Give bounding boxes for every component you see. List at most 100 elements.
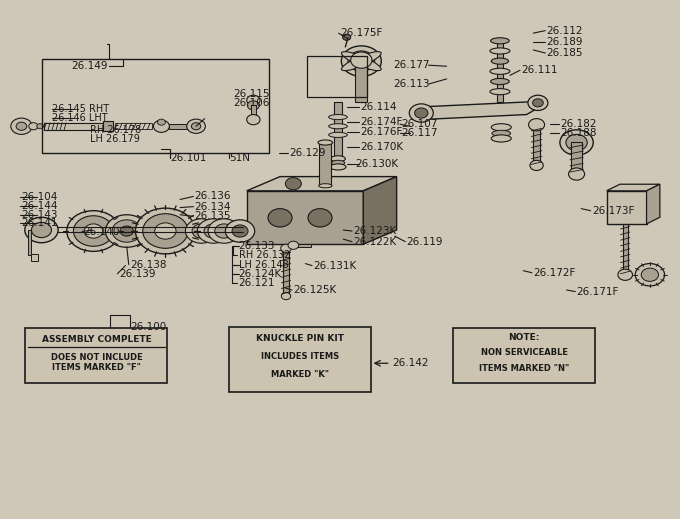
Bar xyxy=(454,327,595,383)
Text: 51N: 51N xyxy=(228,153,250,163)
Text: LH 26.148: LH 26.148 xyxy=(239,260,288,269)
Circle shape xyxy=(351,52,372,69)
Text: 26.104: 26.104 xyxy=(22,193,58,202)
Circle shape xyxy=(343,34,351,40)
Circle shape xyxy=(568,168,585,180)
Text: 26.129: 26.129 xyxy=(290,148,326,158)
Text: 26.175F: 26.175F xyxy=(340,28,382,38)
Bar xyxy=(307,56,367,97)
Circle shape xyxy=(409,104,433,122)
Ellipse shape xyxy=(330,156,345,162)
Circle shape xyxy=(635,264,664,286)
Text: 26.139: 26.139 xyxy=(119,269,155,279)
Text: 26.170K: 26.170K xyxy=(360,142,403,152)
Circle shape xyxy=(618,269,632,280)
Circle shape xyxy=(415,108,428,118)
Circle shape xyxy=(143,214,188,248)
Text: 26.122K: 26.122K xyxy=(354,237,396,247)
Text: 26.173F: 26.173F xyxy=(592,206,634,216)
Ellipse shape xyxy=(341,51,381,71)
Circle shape xyxy=(186,219,218,243)
Ellipse shape xyxy=(490,48,510,54)
Circle shape xyxy=(641,268,658,281)
Text: 26.125K: 26.125K xyxy=(293,285,337,295)
Ellipse shape xyxy=(491,135,511,142)
Circle shape xyxy=(24,217,58,243)
Circle shape xyxy=(16,122,27,130)
Circle shape xyxy=(530,160,543,170)
Bar xyxy=(28,230,31,255)
Ellipse shape xyxy=(490,78,509,85)
Text: NON SERVICEABLE: NON SERVICEABLE xyxy=(481,348,568,358)
Ellipse shape xyxy=(319,184,332,188)
Circle shape xyxy=(204,224,223,238)
Text: 26.124K: 26.124K xyxy=(239,269,282,279)
Circle shape xyxy=(11,118,32,134)
Text: 26.106: 26.106 xyxy=(233,98,270,108)
Text: 26.133: 26.133 xyxy=(239,241,275,251)
Circle shape xyxy=(288,241,299,249)
Circle shape xyxy=(286,177,301,190)
Text: 26.140: 26.140 xyxy=(84,226,120,237)
Polygon shape xyxy=(247,176,396,191)
Text: 26.182: 26.182 xyxy=(560,119,596,129)
Ellipse shape xyxy=(318,140,333,145)
Text: INCLUDES ITEMS: INCLUDES ITEMS xyxy=(260,352,339,361)
Text: 26.112: 26.112 xyxy=(547,25,583,36)
Text: 26.135: 26.135 xyxy=(194,211,231,221)
Text: ITEMS MARKED "N": ITEMS MARKED "N" xyxy=(479,364,569,373)
Polygon shape xyxy=(247,191,363,244)
Ellipse shape xyxy=(330,164,346,170)
Polygon shape xyxy=(607,184,660,191)
Text: LH 26.179: LH 26.179 xyxy=(90,134,140,144)
Circle shape xyxy=(232,225,248,237)
Circle shape xyxy=(355,56,368,66)
Text: 26.130K: 26.130K xyxy=(356,159,398,169)
Text: 26.145 RHT: 26.145 RHT xyxy=(52,104,109,114)
Bar xyxy=(356,61,367,102)
Text: 26.136: 26.136 xyxy=(194,192,231,201)
Text: 26.113: 26.113 xyxy=(394,79,430,89)
Circle shape xyxy=(215,224,233,238)
Circle shape xyxy=(155,223,176,239)
Circle shape xyxy=(341,46,381,76)
Text: 26.142: 26.142 xyxy=(392,358,429,368)
Ellipse shape xyxy=(328,132,347,138)
Text: 26.146 LHT: 26.146 LHT xyxy=(52,113,107,122)
Circle shape xyxy=(154,120,169,132)
Text: 26.119: 26.119 xyxy=(407,237,443,247)
Text: 26.107: 26.107 xyxy=(401,119,438,129)
Circle shape xyxy=(247,115,260,125)
Text: 26.114: 26.114 xyxy=(360,102,396,112)
Text: 26.189: 26.189 xyxy=(547,37,583,47)
Circle shape xyxy=(157,119,165,125)
Ellipse shape xyxy=(491,58,509,64)
Circle shape xyxy=(528,119,545,131)
Ellipse shape xyxy=(341,51,381,71)
Text: 26.131K: 26.131K xyxy=(313,261,356,270)
Bar xyxy=(320,143,331,186)
Circle shape xyxy=(135,208,195,254)
Text: 26.141: 26.141 xyxy=(22,218,58,228)
Circle shape xyxy=(192,224,211,238)
Circle shape xyxy=(37,124,44,129)
Circle shape xyxy=(187,119,205,133)
Circle shape xyxy=(566,134,588,151)
Ellipse shape xyxy=(490,69,510,74)
Text: 26.100: 26.100 xyxy=(130,322,167,332)
Text: RH 26.132: RH 26.132 xyxy=(239,251,290,261)
Text: ASSEMBLY COMPLETE: ASSEMBLY COMPLETE xyxy=(41,335,152,344)
Circle shape xyxy=(73,216,114,247)
Circle shape xyxy=(282,293,290,299)
Circle shape xyxy=(308,209,332,227)
Bar xyxy=(228,326,371,392)
Bar xyxy=(496,41,503,102)
Bar xyxy=(103,121,114,131)
Circle shape xyxy=(560,130,593,155)
Ellipse shape xyxy=(490,38,509,44)
Circle shape xyxy=(84,224,103,238)
Text: 26.123K: 26.123K xyxy=(354,226,396,236)
Bar xyxy=(334,102,342,168)
Text: 26.117: 26.117 xyxy=(401,128,438,139)
Text: 26.144: 26.144 xyxy=(22,201,58,211)
